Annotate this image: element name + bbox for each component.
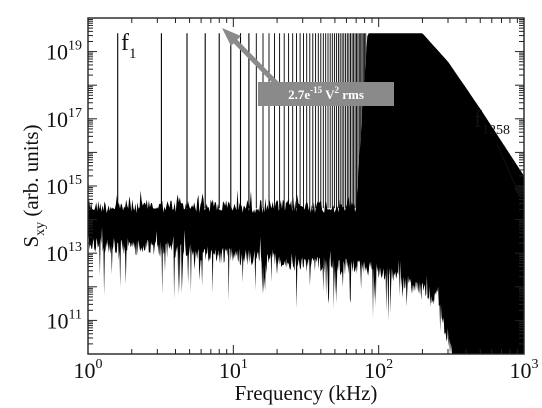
callout-exp: -15 (310, 85, 322, 95)
x-tick-label: 101 (219, 357, 248, 383)
data-layer (88, 33, 524, 354)
y-axis-label-rest: (arb. units) (19, 124, 43, 221)
y-tick-label: 1013 (46, 240, 82, 266)
x-tick-label: 103 (510, 357, 539, 383)
first-tone-annotation: f1 (121, 30, 137, 62)
last-tone-main: f (474, 107, 482, 133)
callout-exp2: 2 (335, 85, 340, 95)
last-tone-annotation-group: f1258 (474, 107, 522, 199)
x-tick-label: 102 (364, 357, 393, 383)
y-axis-label-sub: xy (33, 222, 48, 236)
last-tone-annotation: f1258 (474, 107, 510, 138)
tick-layer (87, 18, 524, 355)
first-tone-sub: 1 (129, 46, 137, 62)
last-tone-pointer-head (514, 186, 522, 199)
callout-box (258, 82, 394, 106)
cross-spectrum-noise-fill (88, 226, 455, 354)
callout-text: 2.7e-15 V2 rms (288, 85, 364, 102)
callout-arrow-head (222, 28, 241, 46)
callout-suffix: V (322, 87, 335, 102)
y-tick-label: 1015 (46, 173, 82, 199)
x-tick-label: 100 (74, 357, 103, 383)
callout-prefix: 2.7e (288, 87, 310, 102)
y-tick-label: 1019 (46, 39, 82, 65)
callout: 2.7e-15 V2 rms (222, 28, 394, 106)
last-tone-sub: 1258 (482, 123, 510, 138)
label-layer: 100 101 102 103 1011 1013 1015 1017 1019 (46, 39, 539, 383)
y-axis-label: Sxy (arb. units) (19, 124, 48, 247)
callout-arrow-shaft (230, 36, 280, 87)
y-axis-label-main: S (19, 236, 43, 248)
x-axis-label: Frequency (kHz) (235, 381, 378, 405)
y-tick-label: 1017 (46, 106, 82, 132)
y-tick-label: 1011 (47, 307, 82, 333)
first-tone-main: f (121, 30, 129, 56)
last-tone-pointer (496, 143, 520, 195)
callout-tail: rms (339, 87, 364, 102)
